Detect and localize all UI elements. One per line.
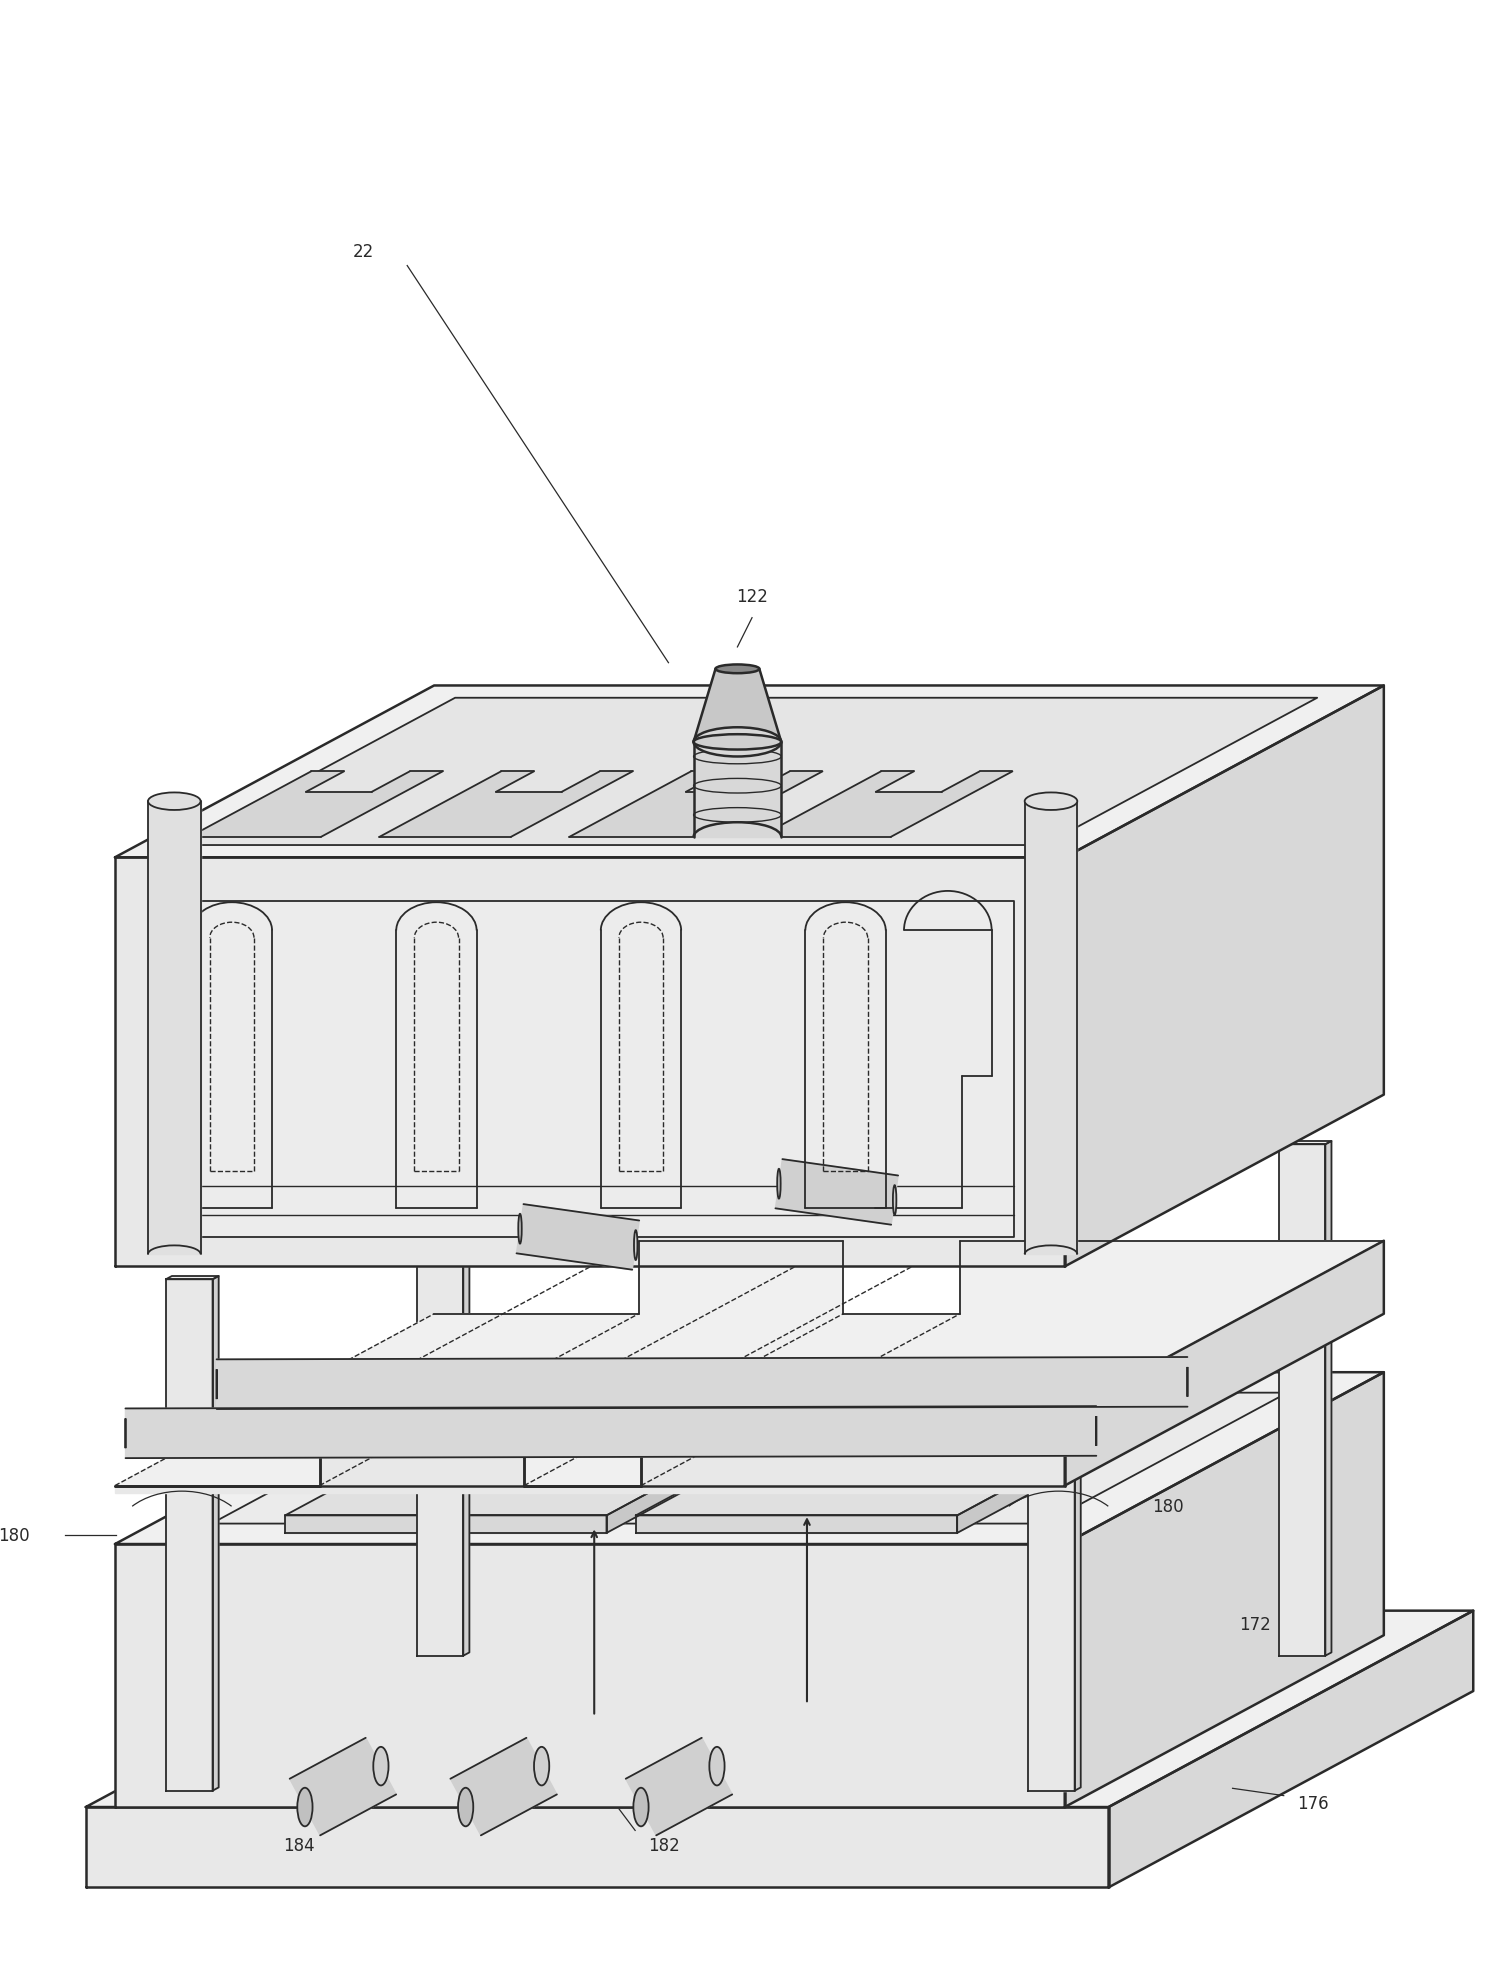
Polygon shape (464, 1141, 470, 1656)
Polygon shape (1279, 1141, 1332, 1145)
Polygon shape (417, 1145, 464, 1656)
Text: 182: 182 (648, 1836, 680, 1854)
Polygon shape (450, 1738, 557, 1836)
Polygon shape (1025, 801, 1077, 1255)
Text: 22: 22 (353, 244, 374, 261)
Ellipse shape (458, 1787, 473, 1827)
Polygon shape (625, 1738, 732, 1836)
Text: 184: 184 (284, 1836, 316, 1854)
Polygon shape (636, 1400, 1170, 1516)
Polygon shape (290, 1738, 396, 1836)
Text: 140: 140 (1240, 1353, 1271, 1371)
Polygon shape (86, 1610, 1474, 1807)
Polygon shape (148, 801, 201, 1255)
Polygon shape (1279, 1145, 1326, 1656)
Polygon shape (189, 772, 442, 837)
Ellipse shape (693, 735, 781, 750)
Polygon shape (86, 1807, 1108, 1887)
Polygon shape (1065, 1373, 1383, 1807)
Polygon shape (181, 699, 1317, 846)
Ellipse shape (892, 1186, 897, 1216)
Polygon shape (166, 1281, 213, 1791)
Text: 184: 184 (569, 1188, 601, 1206)
Polygon shape (166, 1277, 219, 1281)
Polygon shape (607, 1400, 820, 1534)
Polygon shape (166, 901, 1013, 1237)
Polygon shape (693, 670, 781, 742)
Polygon shape (216, 1357, 1187, 1410)
Text: 182: 182 (982, 1184, 1013, 1202)
Polygon shape (115, 858, 1065, 1267)
Ellipse shape (716, 666, 760, 674)
Polygon shape (115, 685, 1383, 858)
Polygon shape (1326, 1141, 1332, 1656)
Ellipse shape (148, 793, 201, 811)
Polygon shape (211, 1392, 1288, 1524)
Polygon shape (417, 1141, 470, 1145)
Text: 176: 176 (1297, 1793, 1329, 1813)
Text: 174: 174 (1240, 876, 1271, 894)
Ellipse shape (634, 1231, 637, 1261)
Polygon shape (115, 1241, 1383, 1487)
Text: 180: 180 (1152, 1497, 1184, 1514)
Polygon shape (1028, 1277, 1081, 1281)
Ellipse shape (693, 729, 781, 756)
Polygon shape (957, 1400, 1170, 1534)
Polygon shape (115, 1373, 1383, 1544)
Polygon shape (1108, 1610, 1474, 1887)
Text: 122: 122 (735, 587, 769, 605)
Polygon shape (1028, 1281, 1075, 1791)
Polygon shape (285, 1516, 607, 1534)
Polygon shape (636, 1516, 957, 1534)
Text: 172: 172 (1240, 1614, 1271, 1634)
Polygon shape (1065, 1241, 1383, 1487)
Polygon shape (115, 1412, 1065, 1493)
Ellipse shape (633, 1787, 649, 1827)
Polygon shape (516, 1204, 639, 1271)
Ellipse shape (710, 1746, 725, 1785)
Polygon shape (776, 1159, 898, 1226)
Text: 180: 180 (0, 1526, 30, 1544)
Polygon shape (760, 772, 1012, 837)
Polygon shape (213, 1277, 219, 1791)
Ellipse shape (535, 1746, 550, 1785)
Polygon shape (693, 742, 781, 837)
Ellipse shape (518, 1214, 522, 1243)
Polygon shape (1065, 685, 1383, 1267)
Ellipse shape (373, 1746, 388, 1785)
Ellipse shape (297, 1787, 313, 1827)
Polygon shape (569, 772, 823, 837)
Ellipse shape (778, 1169, 781, 1198)
Polygon shape (379, 772, 633, 837)
Polygon shape (115, 1544, 1065, 1807)
Polygon shape (1075, 1277, 1081, 1791)
Ellipse shape (1025, 793, 1077, 811)
Polygon shape (285, 1400, 820, 1516)
Polygon shape (125, 1406, 1096, 1459)
